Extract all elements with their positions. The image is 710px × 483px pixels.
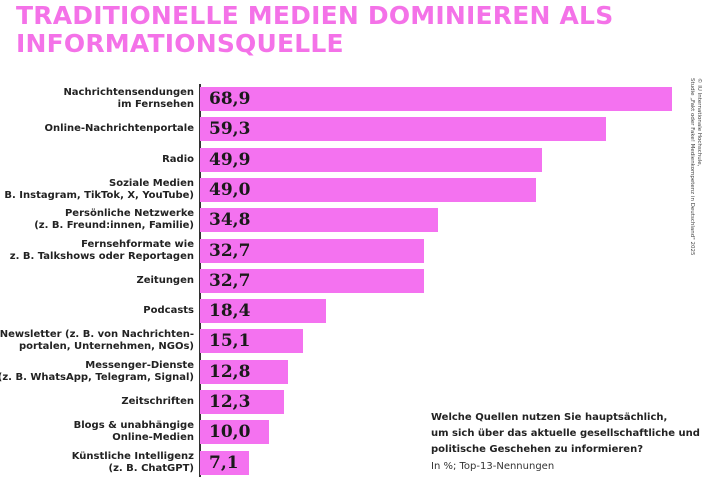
category-label-line: Blogs & unabhängige	[73, 420, 194, 432]
category-label-line: Zeitungen	[136, 274, 194, 286]
category-label: Messenger-Dienste (z. B. WhatsApp, Telegr…	[0, 360, 194, 384]
category-label-line: Messenger-Dienste	[85, 359, 194, 371]
category-label-line: Newsletter (z. B. von Nachrichten-	[0, 329, 194, 341]
bar	[200, 268, 424, 293]
category-label-line: Persönliche Netzwerke	[64, 208, 194, 220]
survey-question: Welche Quellen nutzen Sie hauptsächlich,…	[431, 410, 700, 458]
bar-value-label: 18,4	[209, 301, 251, 322]
bar	[200, 420, 269, 445]
bar-value-label: 15,1	[209, 331, 251, 352]
category-label-line: Künstliche Intelligenz	[71, 450, 194, 462]
bar-value-label: 59,3	[209, 119, 251, 140]
category-label-line: (z. B. ChatGPT)	[108, 462, 195, 474]
category-label-line: Online-Nachrichtenportale	[44, 123, 194, 135]
bar	[200, 147, 542, 172]
chart-title-line-2: INFORMATIONSQUELLE	[16, 29, 344, 58]
bar	[200, 177, 536, 202]
bar	[200, 87, 672, 111]
bar-value-label: 32,7	[209, 240, 251, 261]
survey-question-line-2: um sich über das aktuelle gesellschaftli…	[431, 428, 700, 439]
bar-value-label: 49,9	[209, 149, 251, 170]
bar-value-label: 49,0	[209, 179, 251, 200]
category-label: Fernsehformate wie z. B. Talkshows oder R…	[10, 239, 194, 263]
chart-title-line-1: TRADITIONELLE MEDIEN DOMINIEREN ALS	[16, 1, 614, 30]
bar	[200, 117, 607, 142]
bar-value-label: 68,9	[209, 89, 251, 109]
category-label: Zeitungen	[136, 275, 194, 287]
category-label: Podcasts	[143, 305, 194, 317]
bar	[200, 208, 439, 233]
bar-value-label: 10,0	[209, 422, 251, 443]
bar-value-label: 7,1	[209, 452, 239, 473]
source-credit-line-1: © IU Internationale Hochschule,	[696, 78, 702, 167]
bar-value-label: 12,3	[209, 392, 251, 412]
category-label-line: z. B. Talkshows oder Reportagen	[9, 250, 194, 262]
bar	[200, 329, 304, 354]
category-label: Soziale Medien (z. B. Instagram, TikTok, …	[0, 178, 194, 202]
chart-title: TRADITIONELLE MEDIEN DOMINIEREN ALS INFO…	[16, 2, 666, 58]
category-label: Nachrichtensendungen im Fernsehen	[63, 87, 194, 111]
bar	[200, 359, 288, 384]
category-label-line: Radio	[162, 153, 194, 165]
category-label-line: portalen, Unternehmen, NGOs)	[18, 341, 194, 353]
bar	[200, 390, 285, 414]
category-label-line: Podcasts	[143, 305, 194, 317]
category-label-line: (z. B. Instagram, TikTok, X, YouTube)	[0, 189, 194, 201]
category-label-line: im Fernsehen	[117, 99, 194, 110]
category-label-line: Online-Medien	[112, 432, 194, 444]
category-label-line: Soziale Medien	[109, 177, 194, 189]
source-credit: © IU Internationale Hochschule, Studie „…	[688, 78, 702, 255]
bar-value-label: 34,8	[209, 210, 251, 231]
bar	[200, 450, 249, 475]
bar-value-label: 32,7	[209, 270, 251, 291]
category-label-line: Zeitschriften	[121, 396, 194, 407]
survey-question-line-3: politische Geschehen zu informieren?	[431, 444, 644, 455]
category-label: Persönliche Netzwerke (z. B. Freund:innen…	[34, 208, 194, 232]
source-credit-line-2: Studie „Fakt oder Fake! Medienkompetenz …	[689, 78, 695, 256]
bar-value-label: 12,8	[209, 361, 251, 382]
category-label-line: Fernsehformate wie	[81, 238, 194, 250]
category-label-line: (z. B. WhatsApp, Telegram, Signal)	[0, 371, 194, 383]
category-axis-line	[199, 84, 201, 477]
bar	[200, 299, 327, 324]
category-label-line: (z. B. Freund:innen, Familie)	[34, 220, 194, 232]
category-label: Blogs & unabhängige Online-Medien	[74, 420, 194, 444]
category-label: Newsletter (z. B. von Nachrichten-portal…	[0, 329, 194, 353]
unit-note: In %; Top-13-Nennungen	[431, 461, 555, 472]
category-label-line: Nachrichtensendungen	[63, 87, 194, 98]
category-label: Künstliche Intelligenz (z. B. ChatGPT)	[72, 451, 194, 475]
category-label: Zeitschriften	[121, 396, 194, 408]
category-label: Online-Nachrichtenportale	[45, 123, 194, 135]
category-label: Radio	[162, 154, 194, 166]
survey-question-line-1: Welche Quellen nutzen Sie hauptsächlich,	[431, 412, 668, 423]
bar	[200, 238, 424, 263]
